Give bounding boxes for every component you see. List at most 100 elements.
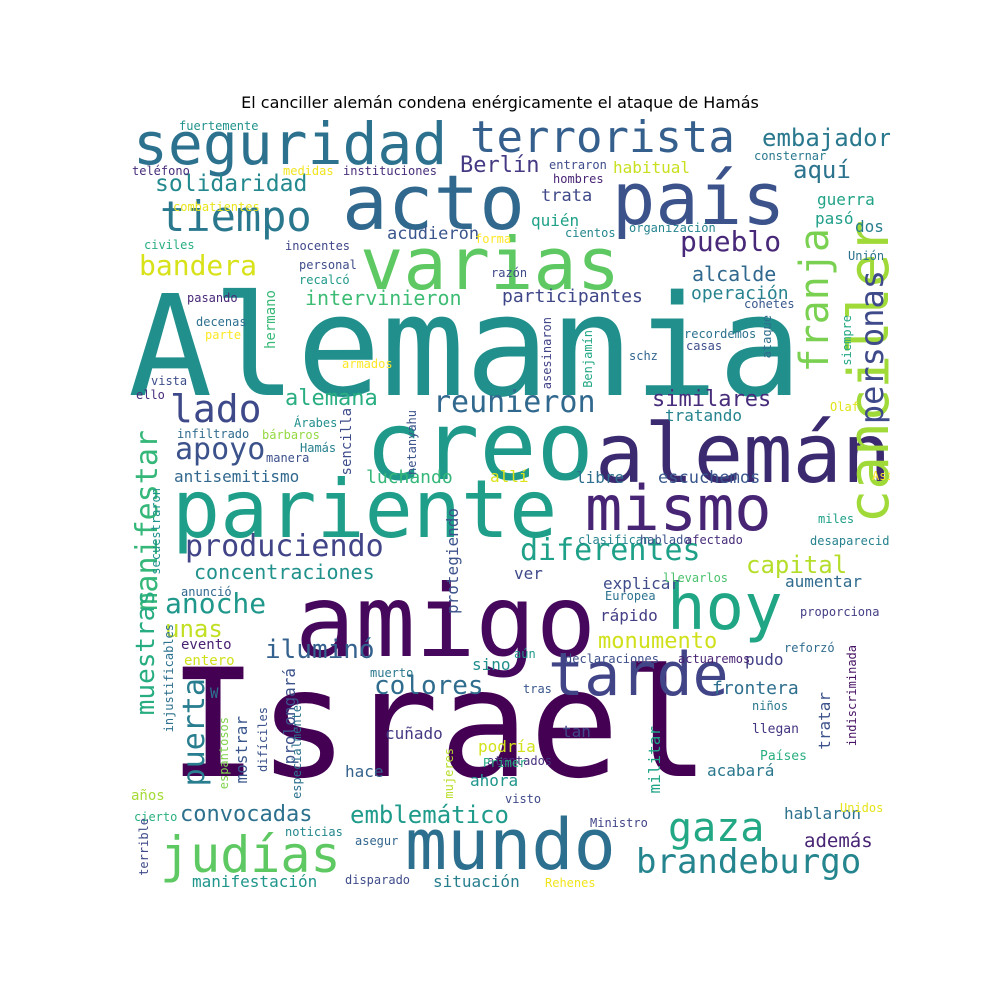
word-combatientes: combatientes bbox=[173, 200, 260, 214]
word-ademas: además bbox=[804, 830, 873, 852]
word-quien: quién bbox=[531, 211, 580, 230]
word-primer: Primer bbox=[483, 756, 527, 770]
word-israel: Israel bbox=[168, 638, 710, 812]
word-decenas: decenas bbox=[196, 315, 247, 329]
word-sencilla: sencilla bbox=[339, 408, 355, 476]
word-afectado: afectado bbox=[685, 533, 743, 547]
word-recalco: recalcó bbox=[299, 273, 350, 287]
word-muerto: muerto bbox=[370, 666, 414, 680]
word-forma: forma bbox=[475, 232, 512, 246]
word-diferentes: diferentes bbox=[520, 533, 701, 568]
word-aumentar: aumentar bbox=[785, 572, 863, 591]
word-operacion: operación bbox=[691, 283, 789, 304]
word-entraron: entraron bbox=[549, 158, 607, 172]
word-creo: creo bbox=[365, 392, 594, 502]
word-asi: Así bbox=[872, 469, 890, 483]
word-anos: años bbox=[131, 788, 165, 804]
word-paises: Países bbox=[760, 749, 807, 764]
word-mujeres: mujeres bbox=[442, 748, 456, 799]
word-cierto: cierto bbox=[134, 810, 178, 824]
word-atentados: atentados bbox=[487, 754, 553, 768]
word-cunado: cuñado bbox=[385, 724, 443, 743]
word-puerta: puerta bbox=[177, 678, 212, 787]
word-hoy: hoy bbox=[667, 571, 783, 645]
word-frontera: frontera bbox=[712, 678, 799, 699]
word-vista: vista bbox=[151, 374, 188, 388]
word-habitual: habitual bbox=[613, 158, 691, 177]
chart-title: El canciller alemán condena enérgicament… bbox=[241, 93, 759, 112]
word-manifestacion: manifestación bbox=[192, 872, 318, 891]
word-berlin: Berlín bbox=[460, 153, 540, 178]
word-pudo: pudo bbox=[745, 650, 784, 669]
word-sino: sino bbox=[472, 655, 511, 674]
word-medidas: medidas bbox=[283, 164, 334, 178]
word-tratar: tratar bbox=[815, 692, 834, 750]
word-dos: dos bbox=[855, 217, 884, 236]
word-monumento: monumento bbox=[598, 629, 718, 654]
word-cohetes: cohetes bbox=[744, 297, 795, 311]
word-proporciona: proporciona bbox=[800, 605, 880, 619]
word-noticias: noticias bbox=[285, 825, 343, 839]
word-escuchemos: escuchemos bbox=[658, 468, 761, 488]
word-anuncio: anunció bbox=[181, 585, 232, 599]
word-colores: colores bbox=[374, 671, 484, 701]
word-muestras: muestras bbox=[131, 590, 161, 716]
word-protegiendo: protegiendo bbox=[443, 508, 462, 614]
word-ninos: niños bbox=[752, 699, 789, 713]
word-miles: miles bbox=[818, 512, 855, 526]
word-armados: armados bbox=[342, 357, 393, 371]
word-emblematico: emblemático bbox=[350, 801, 509, 829]
word-similares: similares bbox=[652, 387, 772, 412]
word-ilumino: iluminó bbox=[265, 635, 375, 665]
word-asesinaron: asesinaron bbox=[540, 317, 554, 390]
word-llevarlos: llevarlos bbox=[663, 571, 729, 585]
word-razon: razón bbox=[491, 266, 528, 280]
word-schz: schz bbox=[629, 349, 658, 363]
word-franja: franja bbox=[792, 228, 838, 373]
word-convocadas: convocadas bbox=[180, 802, 313, 827]
word-aqui: aquí bbox=[793, 156, 851, 184]
word-union: Unión bbox=[848, 249, 885, 263]
word-parte: parte bbox=[205, 328, 242, 342]
word-aleman: alemán bbox=[595, 407, 890, 502]
word-entero: entero bbox=[184, 653, 235, 669]
word-unidos: Unidos bbox=[840, 801, 884, 815]
word-benjamin: Benjamín bbox=[581, 330, 595, 388]
word-desaparecido: desaparecido bbox=[810, 534, 890, 548]
word-asegur: asegur bbox=[355, 834, 399, 848]
word-acudieron: acudieron bbox=[387, 224, 480, 244]
word-apoyo: apoyo bbox=[175, 432, 266, 467]
word-ahora: ahora bbox=[470, 771, 519, 790]
word-actuaremos: actuaremos bbox=[678, 652, 751, 666]
word-hablado: hablado bbox=[640, 533, 691, 547]
word-pueblo: pueblo bbox=[680, 225, 782, 258]
word-mostrar: mostrar bbox=[232, 716, 251, 784]
word-telefono: teléfono bbox=[132, 164, 190, 178]
word-hermano: hermano bbox=[263, 290, 279, 350]
word-brandeburgo: brandeburgo bbox=[636, 842, 862, 882]
word-pasando: pasando bbox=[187, 291, 238, 305]
word-tras: tras bbox=[523, 682, 552, 696]
word-hombres: hombres bbox=[553, 172, 604, 186]
word-varias: varias bbox=[360, 222, 621, 306]
word-embajador: embajador bbox=[762, 124, 890, 152]
word-instituciones: instituciones bbox=[343, 164, 437, 178]
word-gaza: gaza bbox=[668, 805, 765, 851]
word-anoche: anoche bbox=[165, 587, 267, 620]
word-civiles: civiles bbox=[144, 238, 195, 252]
word-siempre: siempre bbox=[840, 315, 854, 366]
word-injustificables: injustificables bbox=[162, 624, 176, 733]
word-militar: militar bbox=[645, 726, 664, 794]
word-aun: aún bbox=[514, 647, 536, 661]
word-rapido: rápido bbox=[600, 606, 658, 625]
word-alli: allí bbox=[490, 467, 529, 486]
word-w: W bbox=[210, 686, 219, 702]
word-alemania: Alemania bbox=[128, 266, 803, 429]
word-reforzo: reforzó bbox=[784, 641, 835, 655]
word-paso: pasó bbox=[815, 209, 854, 228]
word-bandera: bandera bbox=[139, 249, 258, 282]
word-ver: ver bbox=[514, 564, 543, 583]
word-trata: trata bbox=[541, 186, 593, 206]
word-personal: personal bbox=[299, 258, 357, 272]
word-lado: lado bbox=[170, 387, 262, 431]
